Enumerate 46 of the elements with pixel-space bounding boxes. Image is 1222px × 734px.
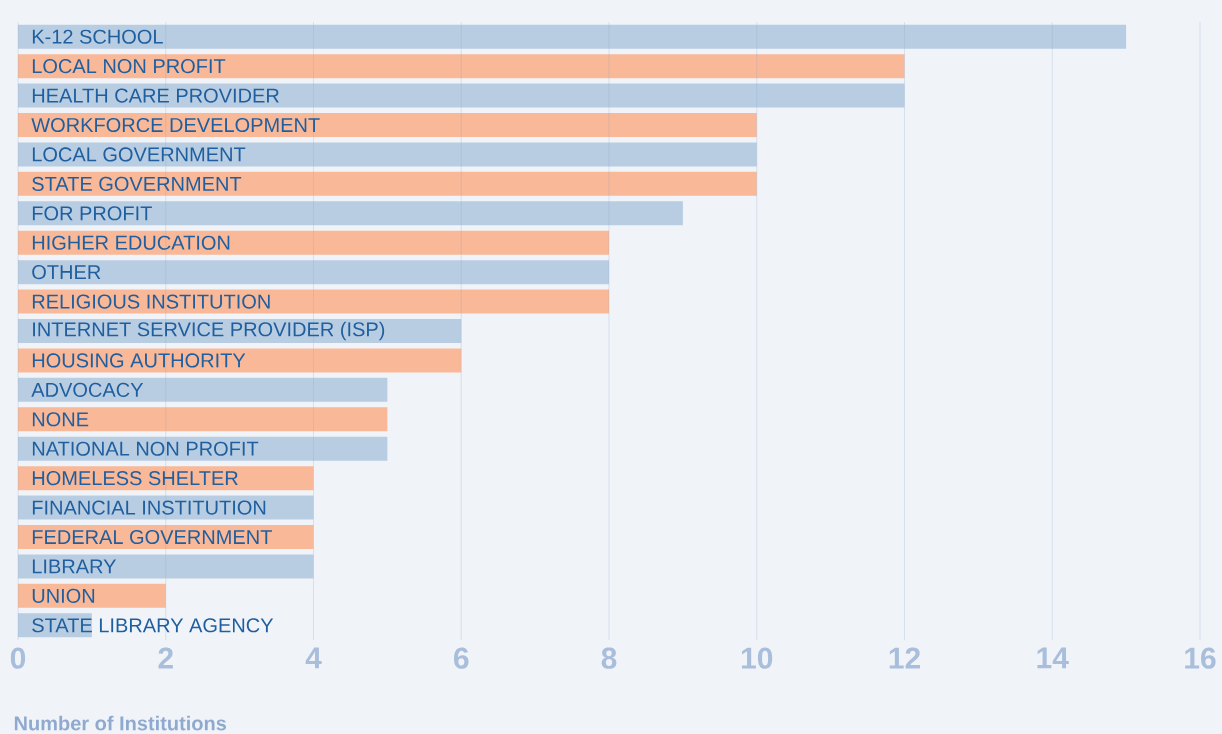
y-tick-label: LOCAL GOVERNMENT bbox=[32, 147, 246, 162]
x-tick-label: 2 bbox=[158, 647, 173, 669]
x-tick-label: 0 bbox=[10, 647, 26, 669]
bar bbox=[18, 113, 757, 137]
y-tick-label: UNION bbox=[32, 588, 95, 603]
y-tick-label: HIGHER EDUCATION bbox=[32, 235, 230, 250]
x-tick-label: 12 bbox=[889, 647, 920, 669]
y-tick-label: STATE LIBRARY AGENCY bbox=[32, 618, 274, 633]
x-tick-label: 8 bbox=[601, 647, 617, 669]
y-tick-label: LIBRARY bbox=[32, 559, 117, 574]
y-tick-label: FINANCIAL INSTITUTION bbox=[32, 500, 266, 515]
bar bbox=[18, 377, 388, 402]
y-tick-label: WORKFORCE DEVELOPMENT bbox=[31, 117, 320, 133]
y-tick-label: STATE GOVERNMENT bbox=[32, 176, 242, 191]
y-tick-label: HOMELESS SHELTER bbox=[32, 471, 238, 486]
bar bbox=[18, 289, 609, 314]
y-tick-label: FOR PROFIT bbox=[32, 206, 152, 221]
bar bbox=[18, 54, 905, 79]
x-tick-label: 16 bbox=[1185, 647, 1216, 669]
bar bbox=[18, 348, 462, 373]
y-tick-label: NATIONAL NON PROFIT bbox=[32, 441, 259, 456]
y-tick-label: HOUSING AUTHORITY bbox=[32, 353, 246, 368]
y-tick-label: ADVOCACY bbox=[31, 382, 144, 397]
y-tick-label: INTERNET SERVICE PROVIDER (ISP) bbox=[33, 321, 385, 341]
bar bbox=[18, 554, 314, 579]
y-tick-label: LOCAL NON PROFIT bbox=[32, 59, 226, 74]
bar bbox=[18, 24, 1127, 49]
bar bbox=[18, 142, 757, 167]
bar bbox=[18, 171, 757, 196]
x-axis-title: Number of Institutions bbox=[14, 715, 227, 731]
bar bbox=[18, 260, 609, 285]
y-tick-label: NONE bbox=[32, 412, 89, 427]
y-tick-label: HEALTH CARE PROVIDER bbox=[32, 88, 279, 103]
y-tick-label: K-12 SCHOOL bbox=[32, 29, 163, 44]
x-tick-label: 14 bbox=[1037, 647, 1069, 669]
bar bbox=[18, 83, 905, 108]
bar bbox=[18, 583, 166, 608]
y-tick-label: RELIGIOUS INSTITUTION bbox=[32, 294, 270, 309]
bar bbox=[18, 201, 683, 226]
bar bbox=[18, 407, 388, 432]
x-tick-label: 4 bbox=[305, 647, 322, 669]
y-tick-label: FEDERAL GOVERNMENT bbox=[32, 529, 272, 545]
y-tick-label: OTHER bbox=[32, 265, 101, 280]
x-tick-label: 6 bbox=[454, 647, 469, 669]
x-tick-label: 10 bbox=[741, 647, 773, 669]
bar bbox=[18, 230, 609, 255]
